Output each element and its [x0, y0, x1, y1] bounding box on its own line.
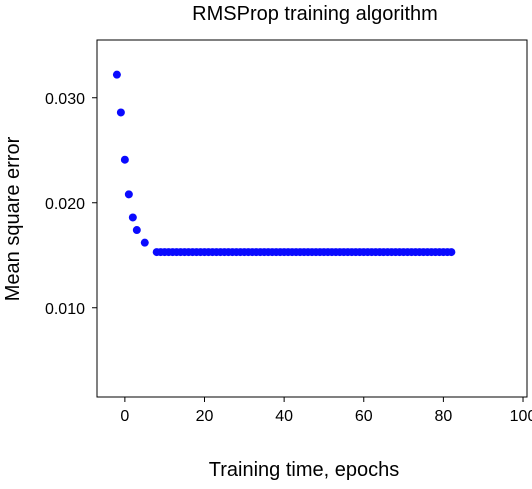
data-point — [140, 238, 149, 247]
x-tick-label: 60 — [355, 408, 373, 425]
y-tick-label: 0.010 — [45, 301, 85, 318]
data-point — [132, 226, 141, 235]
x-tick-label: 80 — [434, 408, 452, 425]
data-point — [447, 248, 456, 257]
x-axis-label: Training time, epochs — [209, 459, 399, 481]
y-axis: 0.010 0.020 0.030 — [45, 91, 97, 318]
y-axis-label: Mean square error — [2, 136, 24, 301]
data-points — [112, 70, 456, 257]
data-point — [112, 70, 121, 79]
x-tick-label: 40 — [275, 408, 293, 425]
x-tick-label: 100 — [510, 408, 532, 425]
data-point — [124, 190, 133, 199]
chart-title: RMSProp training algorithm — [192, 3, 438, 25]
data-point — [120, 155, 129, 164]
data-point — [128, 213, 137, 222]
x-tick-label: 20 — [196, 408, 214, 425]
data-point — [116, 108, 125, 117]
x-tick-label: 0 — [120, 408, 129, 425]
y-tick-label: 0.030 — [45, 91, 85, 108]
y-tick-label: 0.020 — [45, 196, 85, 213]
plot-frame — [96, 39, 528, 398]
x-axis: 0 20 40 60 80 100 — [120, 397, 532, 425]
